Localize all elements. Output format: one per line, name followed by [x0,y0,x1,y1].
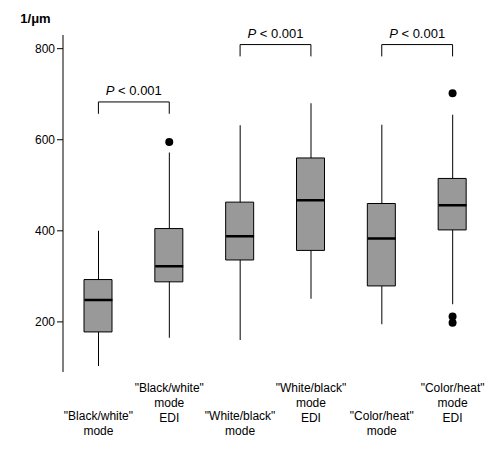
svg-text:200: 200 [35,315,55,329]
svg-text:"Color/heat"modeEDI: "Color/heat"modeEDI [421,381,485,425]
svg-text:P < 0.001: P < 0.001 [247,26,303,41]
svg-text:1/μm: 1/μm [20,11,50,26]
svg-text:"Color/heat"mode: "Color/heat"mode [350,409,414,438]
svg-text:400: 400 [35,224,55,238]
svg-text:"White/black"modeEDI: "White/black"modeEDI [276,381,347,425]
svg-text:800: 800 [35,42,55,56]
svg-text:600: 600 [35,133,55,147]
svg-text:P < 0.001: P < 0.001 [106,83,162,98]
svg-text:"White/black"mode: "White/black"mode [205,409,276,438]
svg-text:"Black/white"mode: "Black/white"mode [64,409,133,438]
svg-text:"Black/white"modeEDI: "Black/white"modeEDI [135,381,204,425]
svg-text:P < 0.001: P < 0.001 [389,26,445,41]
